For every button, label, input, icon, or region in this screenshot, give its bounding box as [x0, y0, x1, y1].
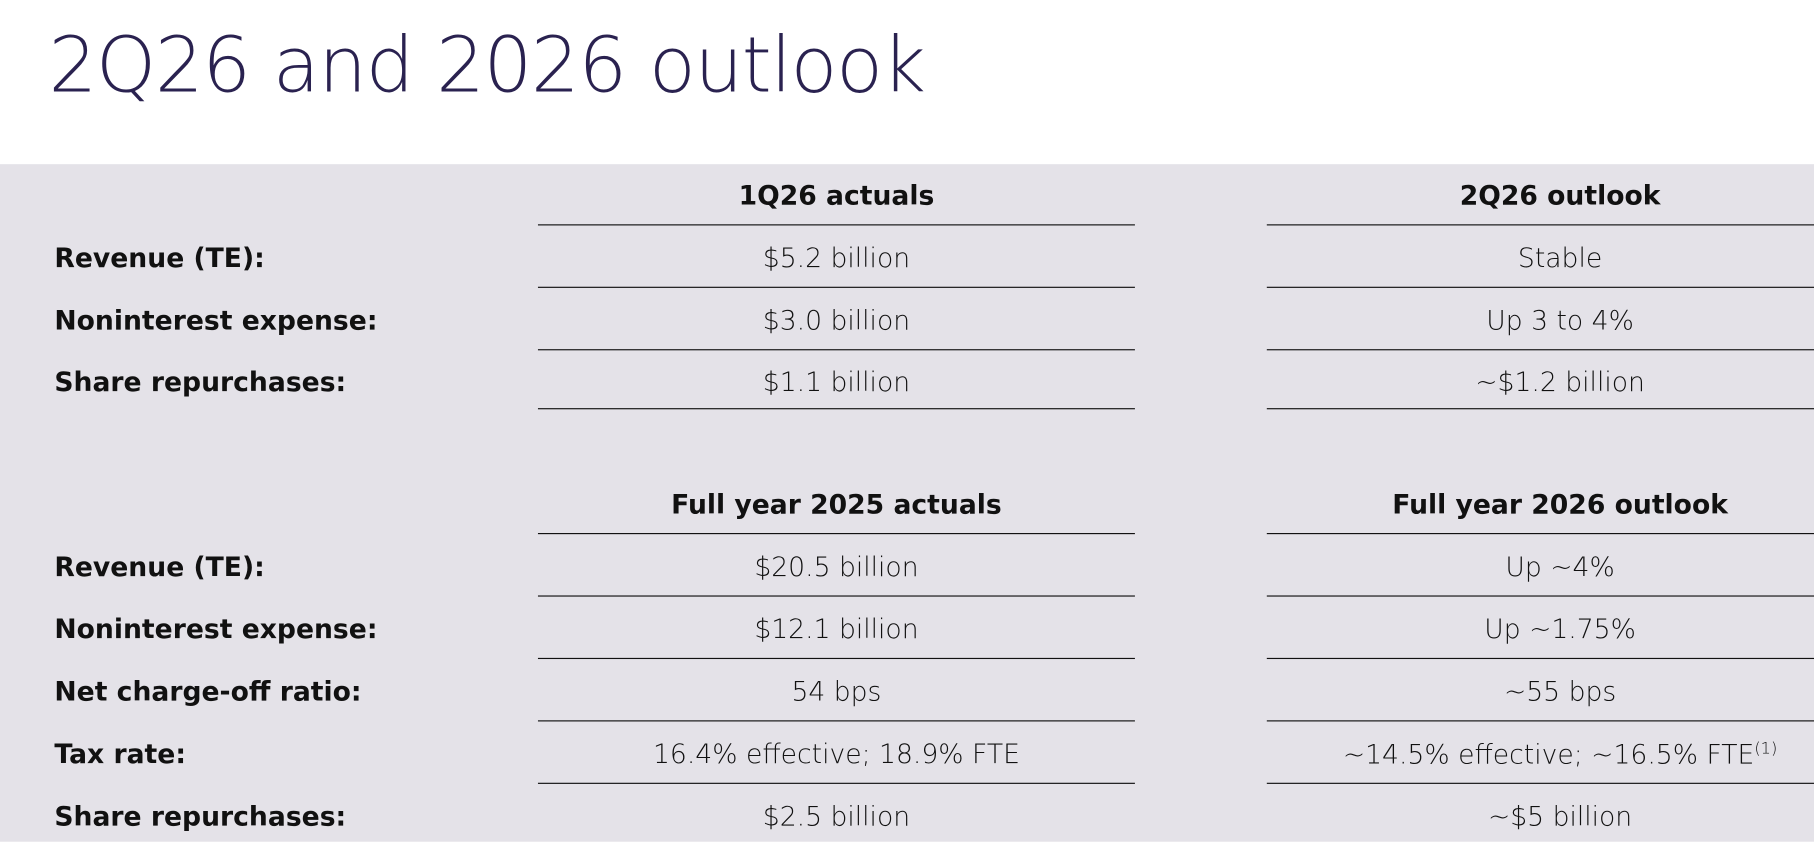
cell-value: ~$1.2 billion [1475, 367, 1645, 398]
column-header: Full year 2026 outlook [1392, 490, 1728, 521]
cell-value: Up ~4% [1505, 552, 1615, 583]
cell-value: $2.5 billion [762, 802, 911, 833]
row-label: Share repurchases: [54, 367, 347, 398]
rule [1266, 595, 1814, 597]
cell-value: ~55 bps [1503, 677, 1617, 708]
row-label: Noninterest expense: [54, 306, 378, 337]
table-background [0, 164, 1814, 842]
cell-value: $1.1 billion [762, 367, 911, 398]
rule [537, 657, 1135, 660]
cell-value: $3.0 billion [762, 306, 911, 337]
cell-value: $20.5 billion [754, 552, 919, 583]
rule [1266, 224, 1814, 226]
rule [1266, 720, 1814, 722]
row-label: Noninterest expense: [54, 615, 378, 646]
cell-text: ~14.5% effective; ~16.5% FTE [1342, 740, 1755, 771]
slide-title: 2Q26 and 2026 outlook [48, 20, 926, 110]
rule [537, 286, 1135, 288]
cell-value: $12.1 billion [754, 615, 919, 646]
rule [1266, 349, 1814, 351]
row-label: Net charge-off ratio: [54, 677, 362, 708]
cell-value: 16.4% effective; 18.9% FTE [652, 739, 1020, 771]
row-label: Tax rate: [54, 739, 186, 771]
rule [1266, 408, 1814, 410]
rule [537, 595, 1135, 597]
rule [1266, 286, 1814, 288]
cell-value: ~14.5% effective; ~16.5% FTE(1) [1267, 740, 1814, 771]
rule [537, 224, 1135, 226]
rule [1266, 657, 1814, 660]
rule [537, 782, 1135, 784]
row-label: Revenue (TE): [54, 243, 265, 275]
row-label: Share repurchases: [54, 802, 347, 833]
rule [537, 533, 1135, 535]
rule [1266, 782, 1814, 784]
rule [1266, 533, 1814, 535]
cell-value: 54 bps [791, 677, 882, 708]
rule [537, 408, 1135, 410]
column-header: Full year 2025 actuals [671, 490, 1002, 521]
row-label: Revenue (TE): [54, 552, 265, 583]
rule [537, 720, 1135, 722]
cell-value: $5.2 billion [762, 243, 911, 275]
column-header: 2Q26 outlook [1459, 181, 1661, 212]
footnote-ref: (1) [1754, 739, 1778, 759]
cell-value: Stable [1517, 243, 1603, 275]
cell-value: ~$5 billion [1487, 802, 1633, 833]
column-header: 1Q26 actuals [738, 181, 935, 212]
cell-value: Up ~1.75% [1484, 615, 1636, 646]
cell-value: Up 3 to 4% [1486, 306, 1634, 337]
rule [537, 349, 1135, 351]
